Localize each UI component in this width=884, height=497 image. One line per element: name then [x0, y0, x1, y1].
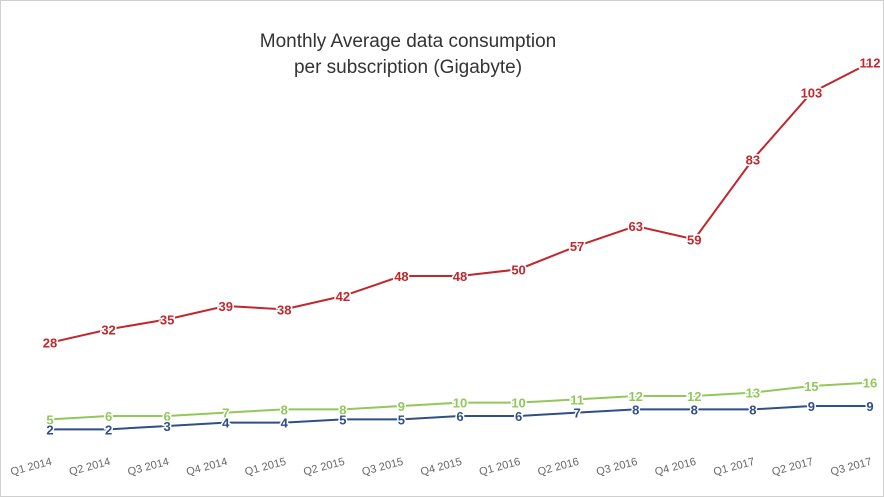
data-label: 7 [222, 406, 229, 421]
data-label: 3 [164, 419, 171, 434]
data-label: 8 [749, 402, 756, 417]
data-label: 83 [746, 152, 760, 167]
data-label: 8 [632, 402, 639, 417]
data-label: 5 [398, 412, 405, 427]
data-label: 48 [394, 269, 408, 284]
data-label: 6 [105, 409, 112, 424]
data-label: 48 [453, 269, 467, 284]
data-label: 5 [46, 412, 53, 427]
series-line [49, 61, 871, 344]
data-label: 4 [281, 416, 289, 431]
data-label: 8 [281, 402, 288, 417]
data-label: 42 [336, 289, 350, 304]
series-line [50, 405, 870, 431]
data-label: 13 [746, 386, 760, 401]
data-label: 2 [46, 422, 53, 437]
data-label: 4 [222, 416, 230, 431]
data-label: 39 [218, 299, 232, 314]
data-label: 57 [570, 239, 584, 254]
data-label: 6 [164, 409, 171, 424]
data-label: 103 [801, 86, 823, 101]
data-label: 12 [687, 389, 701, 404]
data-label: 11 [570, 392, 584, 407]
data-label: 32 [101, 322, 115, 337]
data-label: 16 [863, 376, 877, 391]
data-label: 9 [808, 399, 815, 414]
data-label: 112 [860, 56, 881, 71]
data-label: 6 [515, 409, 522, 424]
data-label: 59 [687, 232, 701, 247]
data-label: 7 [574, 406, 581, 421]
data-label: 50 [511, 262, 525, 277]
data-label: 6 [456, 409, 463, 424]
data-label: 10 [511, 396, 525, 411]
data-label: 12 [628, 389, 642, 404]
data-label: 35 [160, 312, 174, 327]
series-line [49, 381, 871, 421]
data-label: 8 [339, 402, 346, 417]
data-label: 38 [277, 302, 291, 317]
data-label: 15 [804, 379, 818, 394]
data-label: 9 [398, 399, 405, 414]
data-label: 2 [105, 422, 112, 437]
data-label: 63 [628, 219, 642, 234]
data-label: 5 [339, 412, 346, 427]
chart-title: per subscription (Gigabyte) [294, 57, 522, 78]
data-label: 9 [866, 399, 873, 414]
data-label: 8 [691, 402, 698, 417]
chart-title: Monthly Average data consumption [260, 31, 556, 52]
data-label: 28 [43, 336, 57, 351]
data-label: 10 [453, 396, 467, 411]
